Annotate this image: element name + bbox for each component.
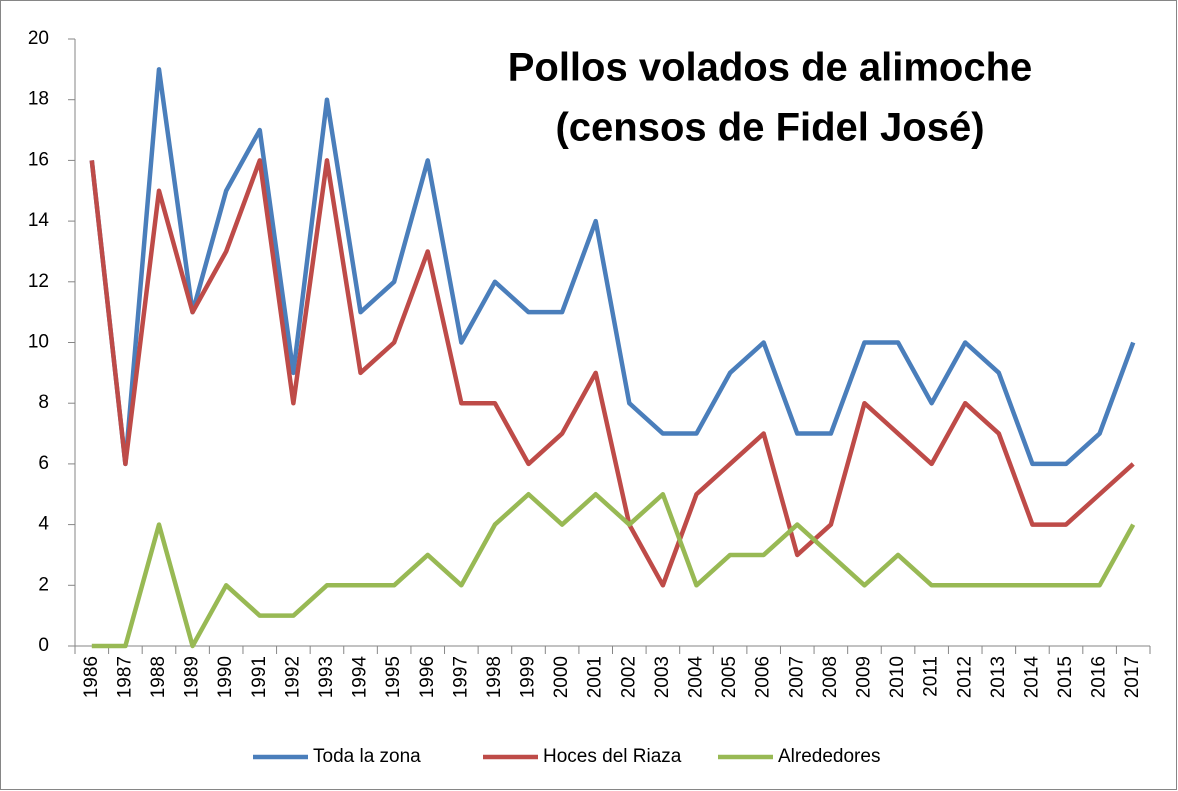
x-tick-label: 2007: [786, 656, 807, 698]
x-tick-label: 2012: [954, 656, 975, 698]
x-tick-label: 1998: [484, 656, 505, 698]
x-tick-label: 2001: [585, 656, 606, 698]
x-tick-label: 1996: [417, 656, 438, 698]
x-tick-label: 2006: [753, 656, 774, 698]
y-tick-label: 4: [38, 514, 49, 535]
x-tick-label: 2013: [988, 656, 1009, 698]
x-tick-label: 2014: [1021, 656, 1042, 699]
x-tick-label: 1997: [450, 656, 471, 698]
x-tick-label: 1995: [383, 656, 404, 698]
y-tick-label: 10: [28, 332, 49, 353]
x-tick-label: 2002: [618, 656, 639, 698]
chart-title: Pollos volados de alimoche: [508, 46, 1033, 90]
x-tick-label: 1987: [114, 656, 135, 698]
x-tick-label: 2017: [1122, 656, 1143, 698]
x-tick-label: 1986: [81, 656, 102, 698]
x-tick-label: 2009: [853, 656, 874, 698]
y-tick-label: 12: [28, 271, 49, 292]
x-tick-label: 2005: [719, 656, 740, 698]
x-tick-label: 1989: [182, 656, 203, 698]
x-tick-label: 1991: [249, 656, 270, 698]
x-tick-label: 1992: [282, 656, 303, 698]
y-tick-label: 20: [28, 28, 49, 49]
y-tick-label: 8: [38, 392, 49, 413]
series-line: [89, 67, 1136, 467]
x-tick-label: 2011: [921, 656, 942, 697]
series-line: [89, 158, 1135, 588]
x-tick-label: 2000: [551, 656, 572, 698]
x-tick-label: 1994: [350, 656, 371, 699]
x-tick-label: 2004: [686, 656, 707, 699]
y-tick-label: 16: [28, 149, 49, 170]
x-tick-label: 2015: [1055, 656, 1076, 698]
x-tick-label: 1999: [518, 656, 539, 698]
legend-label: Toda la zona: [313, 746, 421, 767]
x-tick-label: 2010: [887, 656, 908, 698]
series-line: [91, 492, 1136, 649]
y-tick-label: 0: [38, 635, 49, 656]
chart-title: (censos de Fidel José): [555, 106, 984, 150]
x-tick-label: 1988: [148, 656, 169, 698]
y-tick-label: 6: [38, 453, 49, 474]
x-tick-label: 2016: [1089, 656, 1110, 698]
legend-label: Alrededores: [778, 746, 880, 767]
x-tick-label: 1993: [316, 656, 337, 698]
y-tick-label: 14: [28, 210, 50, 231]
x-tick-label: 1990: [215, 656, 236, 698]
y-tick-label: 18: [28, 89, 49, 110]
x-tick-label: 2003: [652, 656, 673, 698]
y-tick-label: 2: [38, 574, 49, 595]
legend-label: Hoces del Riaza: [543, 746, 682, 767]
x-tick-label: 2008: [820, 656, 841, 698]
